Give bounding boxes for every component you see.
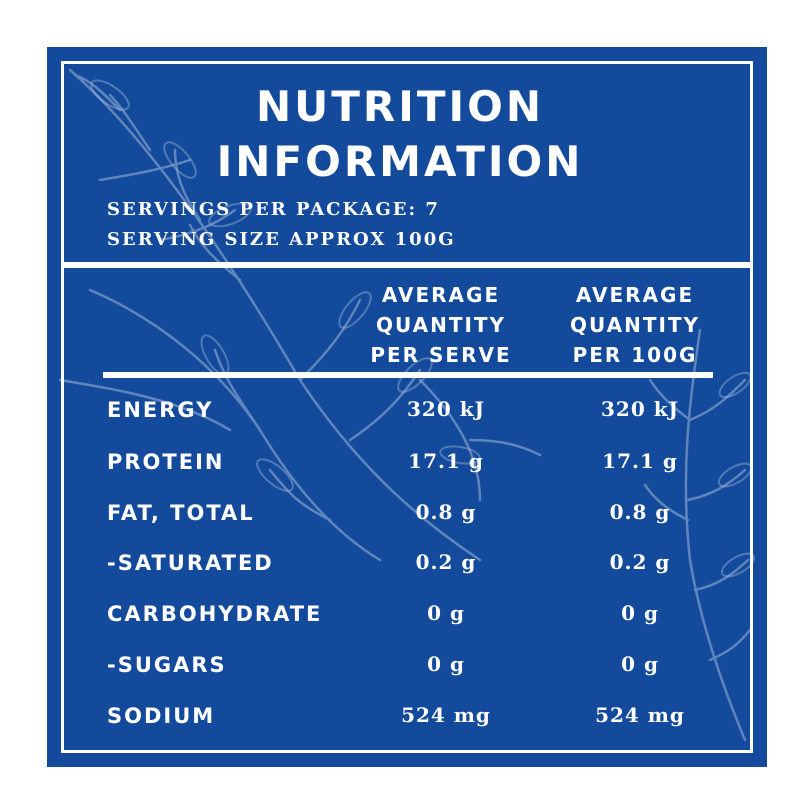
title-line-1: NUTRITION bbox=[255, 82, 544, 131]
nutrient-name: PROTEIN bbox=[107, 450, 225, 474]
per-100g-value: 0.8 g bbox=[609, 500, 671, 524]
nutrient-name: CARBOHYDRATE bbox=[107, 602, 323, 626]
nutrient-name: -SATURATED bbox=[107, 551, 274, 575]
nutrient-name: SODIUM bbox=[107, 704, 216, 728]
nutrient-name: -SUGARS bbox=[107, 653, 227, 677]
nutrient-name: FAT, TOTAL bbox=[107, 501, 255, 525]
title-line-2: INFORMATION bbox=[216, 137, 584, 186]
column-header-line: QUANTITY bbox=[569, 313, 701, 337]
serving-size: SERVING SIZE APPROX 100G bbox=[107, 229, 456, 250]
column-header-line: QUANTITY bbox=[375, 313, 507, 337]
column-header-line: PER 100G bbox=[572, 343, 698, 367]
per-serve-value: 0.8 g bbox=[415, 500, 477, 524]
per-100g-value: 17.1 g bbox=[602, 449, 678, 473]
column-header-line: PER SERVE bbox=[370, 343, 512, 367]
per-serve-value: 17.1 g bbox=[408, 449, 484, 473]
per-100g-value: 0 g bbox=[621, 652, 659, 676]
column-header-per-serve: AVERAGE QUANTITY PER SERVE bbox=[346, 280, 536, 370]
header-rule bbox=[103, 372, 713, 378]
per-100g-value: 320 kJ bbox=[600, 397, 680, 421]
section-divider bbox=[61, 262, 753, 268]
per-100g-value: 0 g bbox=[621, 601, 659, 625]
column-header-line: AVERAGE bbox=[381, 283, 501, 307]
per-serve-value: 0 g bbox=[427, 601, 465, 625]
per-100g-value: 0.2 g bbox=[609, 550, 671, 574]
per-100g-value: 524 mg bbox=[595, 703, 685, 727]
per-serve-value: 0.2 g bbox=[415, 550, 477, 574]
column-header-line: AVERAGE bbox=[575, 283, 695, 307]
label-frame bbox=[61, 61, 753, 753]
per-serve-value: 524 mg bbox=[401, 703, 491, 727]
per-serve-value: 320 kJ bbox=[406, 397, 486, 421]
column-header-per-100g: AVERAGE QUANTITY PER 100G bbox=[540, 280, 730, 370]
nutrient-name: ENERGY bbox=[107, 398, 214, 422]
servings-per-package: SERVINGS PER PACKAGE: 7 bbox=[107, 199, 440, 220]
per-serve-value: 0 g bbox=[427, 652, 465, 676]
